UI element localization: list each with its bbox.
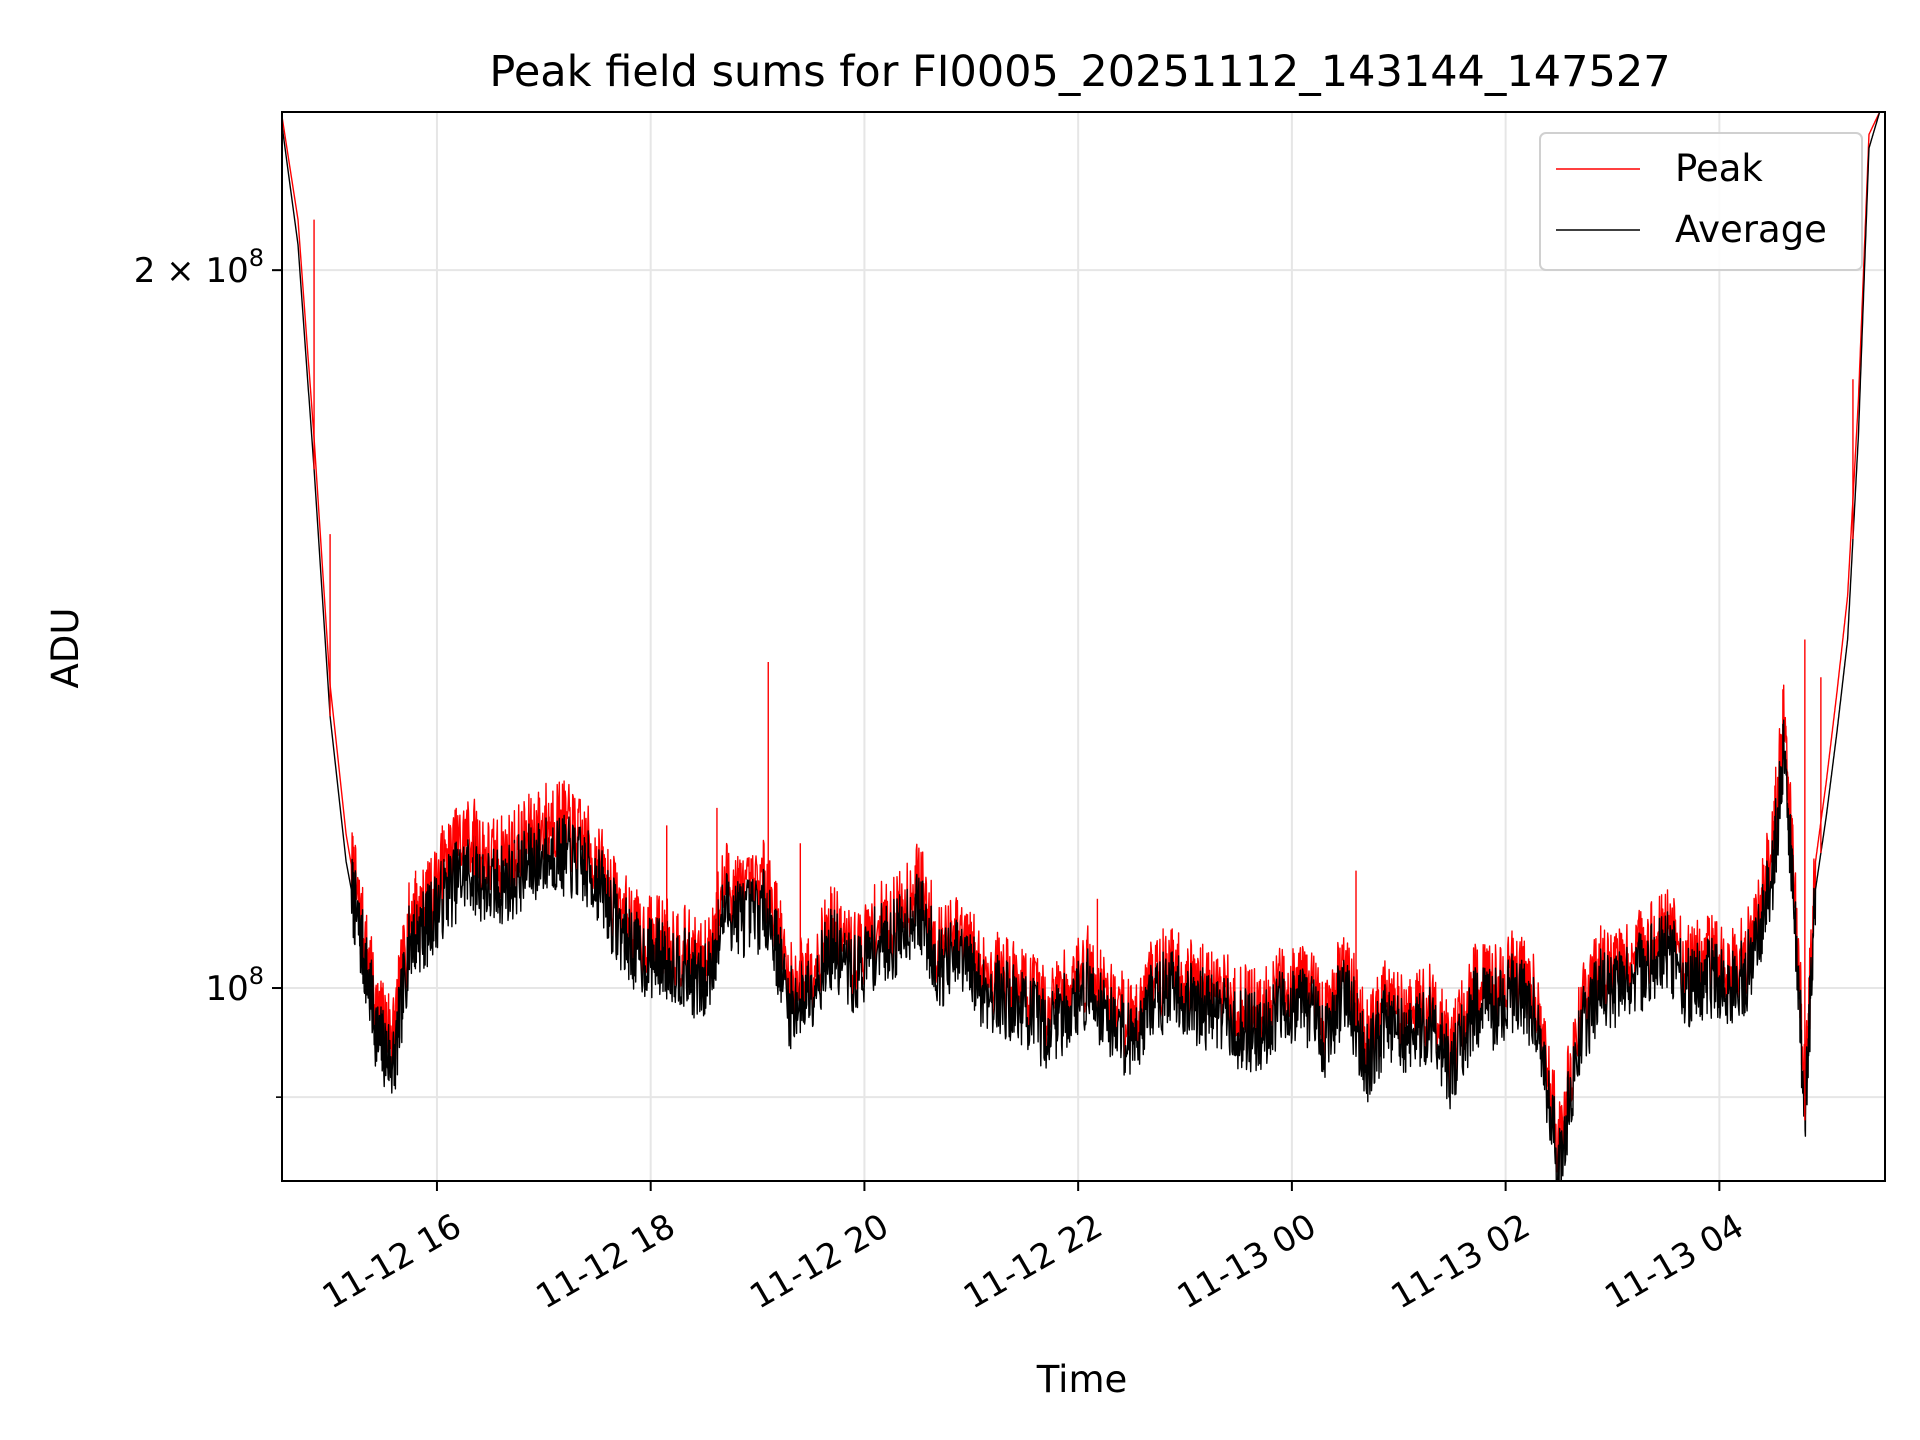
legend: Peak Average xyxy=(1539,132,1863,271)
y-tick-exponent: 8 xyxy=(249,962,264,990)
plot-lines xyxy=(282,112,1881,1181)
legend-box xyxy=(1539,132,1863,271)
y-tick-exponent: 8 xyxy=(249,244,264,272)
legend-average-label: Average xyxy=(1675,208,1827,251)
series-line-average xyxy=(282,112,1881,1181)
y-tick-label: 108 xyxy=(205,962,264,1009)
y-axis-label: ADU xyxy=(44,608,87,689)
y-tick-label: 2 × 108 xyxy=(134,244,264,291)
chart-title: Peak field sums for FI0005_20251112_1431… xyxy=(489,47,1670,97)
plot-area-frame xyxy=(281,111,1886,1182)
y-tick-base: 2 × 10 xyxy=(134,251,249,291)
y-tick-base: 10 xyxy=(205,969,248,1009)
x-axis-label: Time xyxy=(1036,1358,1128,1401)
legend-peak-label: Peak xyxy=(1675,147,1763,190)
